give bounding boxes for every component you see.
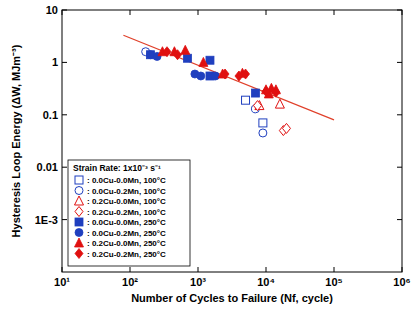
data-point	[183, 54, 191, 62]
legend-marker	[75, 238, 84, 247]
y-tick-label: 1	[52, 56, 58, 68]
legend-marker	[75, 218, 83, 226]
y-tick	[397, 62, 402, 63]
x-tick	[198, 10, 199, 15]
y-axis-title: Hysteresis Loop Energy (ΔW, MJm⁻³)	[10, 44, 22, 237]
plot-frame	[62, 10, 402, 272]
data-point	[242, 69, 250, 79]
legend-label: : 0.0Cu-0.0Mn, 250°C	[87, 218, 166, 227]
data-point	[259, 119, 267, 127]
x-tick	[130, 267, 131, 272]
y-tick-label: 0.01	[37, 161, 58, 173]
data-point	[275, 99, 284, 108]
x-tick-label: 10⁴	[257, 276, 275, 288]
x-tick-label: 10⁶	[393, 276, 410, 288]
y-tick	[62, 167, 67, 168]
x-tick	[198, 267, 199, 272]
legend-marker	[75, 196, 84, 205]
x-tick-label: 10²	[122, 276, 138, 288]
legend: Strain Rate: 1x10⁻³ s⁻¹ : 0.0Cu-0.0Mn, 10…	[68, 160, 190, 266]
data-point	[181, 45, 190, 54]
fit-line	[123, 35, 334, 120]
x-tick	[402, 267, 403, 272]
plot-area	[123, 35, 334, 137]
data-point	[163, 47, 171, 57]
x-tick	[402, 10, 403, 15]
legend-box	[68, 160, 190, 266]
y-tick	[62, 219, 67, 220]
x-tick	[130, 10, 131, 15]
data-point	[199, 57, 208, 66]
data-point	[254, 101, 262, 111]
x-tick	[266, 10, 267, 15]
y-tick	[62, 10, 67, 11]
data-point	[272, 87, 280, 97]
y-tick-label: 10	[46, 4, 58, 16]
x-tick-label: 10³	[190, 276, 206, 288]
y-tick-label: 1E-3	[35, 214, 58, 226]
data-point	[206, 56, 214, 64]
legend-label: : 0.0Cu-0.2Mn, 250°C	[87, 229, 166, 238]
legend-label: : 0.0Cu-0.0Mn, 100°C	[87, 176, 166, 185]
x-tick	[334, 10, 335, 15]
data-point	[221, 69, 229, 79]
legend-marker	[75, 187, 83, 195]
legend-title: Strain Rate: 1x10⁻³ s⁻¹	[73, 163, 161, 173]
y-tick	[397, 10, 402, 11]
data-point	[242, 96, 250, 104]
data-point	[211, 72, 219, 80]
y-tick-label: 0.1	[43, 109, 58, 121]
x-tick	[62, 267, 63, 272]
x-tick	[334, 267, 335, 272]
legend-label: : 0.2Cu-0.0Mn, 100°C	[87, 197, 166, 206]
x-tick-label: 10¹	[54, 276, 70, 288]
data-point	[235, 71, 243, 81]
chart: 10¹ 10² 10³ 10⁴ 10⁵ 10⁶ 1E-3 0.01 0.1 1 10 Number o…	[0, 0, 419, 313]
data-point	[282, 123, 290, 133]
y-tick	[62, 114, 67, 115]
legend-label: : 0.2Cu-0.2Mn, 250°C	[87, 250, 166, 259]
legend-marker	[75, 176, 83, 184]
data-point	[262, 86, 270, 96]
x-tick	[62, 10, 63, 15]
data-point	[174, 50, 182, 60]
legend-label: : 0.2Cu-0.0Mn, 250°C	[87, 239, 166, 248]
data-point	[259, 129, 267, 137]
y-tick	[397, 219, 402, 220]
data-point	[197, 72, 205, 80]
y-tick	[62, 62, 67, 63]
y-tick	[397, 167, 402, 168]
x-tick	[266, 267, 267, 272]
data-point	[251, 89, 259, 97]
legend-marker	[75, 207, 83, 217]
legend-label: : 0.2Cu-0.2Mn, 100°C	[87, 208, 166, 217]
legend-label: : 0.0Cu-0.2Mn, 100°C	[87, 187, 166, 196]
legend-marker	[75, 229, 83, 237]
x-axis-title: Number of Cycles to Failure (Nf, cycle)	[131, 292, 333, 304]
legend-marker	[75, 249, 83, 259]
y-tick	[397, 114, 402, 115]
x-tick-label: 10⁵	[325, 276, 342, 288]
